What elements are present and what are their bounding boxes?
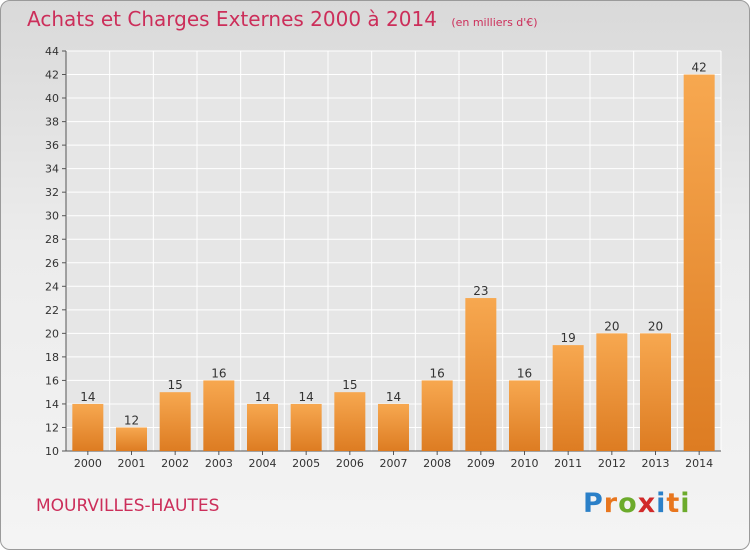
chart-title: Achats et Charges Externes 2000 à 2014 (… xyxy=(27,7,538,31)
x-tick-label-2008: 2008 xyxy=(423,457,451,470)
y-tick-label: 12 xyxy=(45,421,59,434)
chart-title-text: Achats et Charges Externes 2000 à 2014 xyxy=(27,7,437,31)
value-label-2010: 16 xyxy=(517,366,532,380)
y-tick-label: 28 xyxy=(45,233,59,246)
value-label-2013: 20 xyxy=(648,319,663,333)
y-tick-label: 10 xyxy=(45,445,59,458)
bar-2000[interactable] xyxy=(72,403,104,451)
x-tick-label-2003: 2003 xyxy=(205,457,233,470)
logo-letter: i xyxy=(656,488,667,519)
x-tick-label-2009: 2009 xyxy=(467,457,495,470)
value-label-2002: 15 xyxy=(168,378,183,392)
logo-letter: r xyxy=(603,488,619,519)
x-tick-label-2013: 2013 xyxy=(642,457,670,470)
value-label-2014: 42 xyxy=(692,61,707,75)
x-tick-label-2011: 2011 xyxy=(554,457,582,470)
x-tick-label-2012: 2012 xyxy=(598,457,626,470)
bar-2011[interactable] xyxy=(552,345,584,451)
logo-letter: i xyxy=(680,488,691,519)
logo-letter: P xyxy=(583,488,604,519)
bar-2005[interactable] xyxy=(290,403,322,451)
value-label-2007: 14 xyxy=(386,390,401,404)
y-tick-label: 14 xyxy=(45,398,59,411)
x-tick-label-2005: 2005 xyxy=(292,457,320,470)
value-label-2009: 23 xyxy=(473,284,488,298)
value-label-2011: 19 xyxy=(561,331,576,345)
value-label-2006: 15 xyxy=(342,378,357,392)
y-tick-label: 16 xyxy=(45,374,59,387)
value-label-2008: 16 xyxy=(430,366,445,380)
bar-2007[interactable] xyxy=(378,403,409,451)
y-tick-label: 44 xyxy=(45,45,59,58)
x-tick-label-2004: 2004 xyxy=(249,457,277,470)
bar-2010[interactable] xyxy=(509,380,540,451)
y-tick-label: 42 xyxy=(45,69,59,82)
x-tick-label-2002: 2002 xyxy=(161,457,189,470)
bar-2003[interactable] xyxy=(203,380,235,451)
value-label-2005: 14 xyxy=(299,390,314,404)
bar-2006[interactable] xyxy=(334,392,366,451)
bar-2009[interactable] xyxy=(465,298,497,451)
proxiti-logo[interactable]: Proxiti xyxy=(583,488,691,519)
x-tick-label-2010: 2010 xyxy=(511,457,539,470)
value-label-2000: 14 xyxy=(80,390,95,404)
y-tick-label: 22 xyxy=(45,304,59,317)
commune-name: MOURVILLES-HAUTES xyxy=(36,496,220,516)
value-label-2004: 14 xyxy=(255,390,270,404)
y-tick-label: 32 xyxy=(45,186,59,199)
chart-subtitle: (en milliers d'€) xyxy=(451,16,538,29)
logo-letter: t xyxy=(666,488,681,519)
axis-layer: 10 12 14 16 18 20 22 24 26 28 30 32 34 36 38 40 42 44 2000… xyxy=(45,45,721,470)
bar-2004[interactable] xyxy=(247,403,278,451)
bar-2012[interactable] xyxy=(596,333,628,451)
bar-2014[interactable] xyxy=(683,74,715,451)
bar-layer: 14 12 15 16 14 14 15 14 16 23 16 19 20 20 42 xyxy=(72,61,715,451)
y-tick-label: 30 xyxy=(45,210,59,223)
value-label-2012: 20 xyxy=(604,319,619,333)
bar-2001[interactable] xyxy=(116,427,147,451)
y-tick-label: 38 xyxy=(45,116,59,129)
y-tick-label: 36 xyxy=(45,139,59,152)
x-tick-label-2014: 2014 xyxy=(685,457,713,470)
logo-letter: o xyxy=(618,488,638,519)
x-tick-label-2006: 2006 xyxy=(336,457,364,470)
y-tick-label: 24 xyxy=(45,280,59,293)
y-tick-label: 18 xyxy=(45,351,59,364)
y-tick-label: 34 xyxy=(45,163,59,176)
bar-2008[interactable] xyxy=(421,380,453,451)
y-tick-label: 20 xyxy=(45,327,59,340)
logo-letter: x xyxy=(637,488,657,519)
x-tick-label-2007: 2007 xyxy=(380,457,408,470)
bar-2002[interactable] xyxy=(159,392,191,451)
bar-2013[interactable] xyxy=(640,333,671,451)
y-tick-label: 26 xyxy=(45,257,59,270)
x-tick-label-2001: 2001 xyxy=(118,457,146,470)
y-tick-label: 40 xyxy=(45,92,59,105)
x-tick-label-2000: 2000 xyxy=(74,457,102,470)
value-label-2003: 16 xyxy=(211,366,226,380)
value-label-2001: 12 xyxy=(124,413,139,427)
